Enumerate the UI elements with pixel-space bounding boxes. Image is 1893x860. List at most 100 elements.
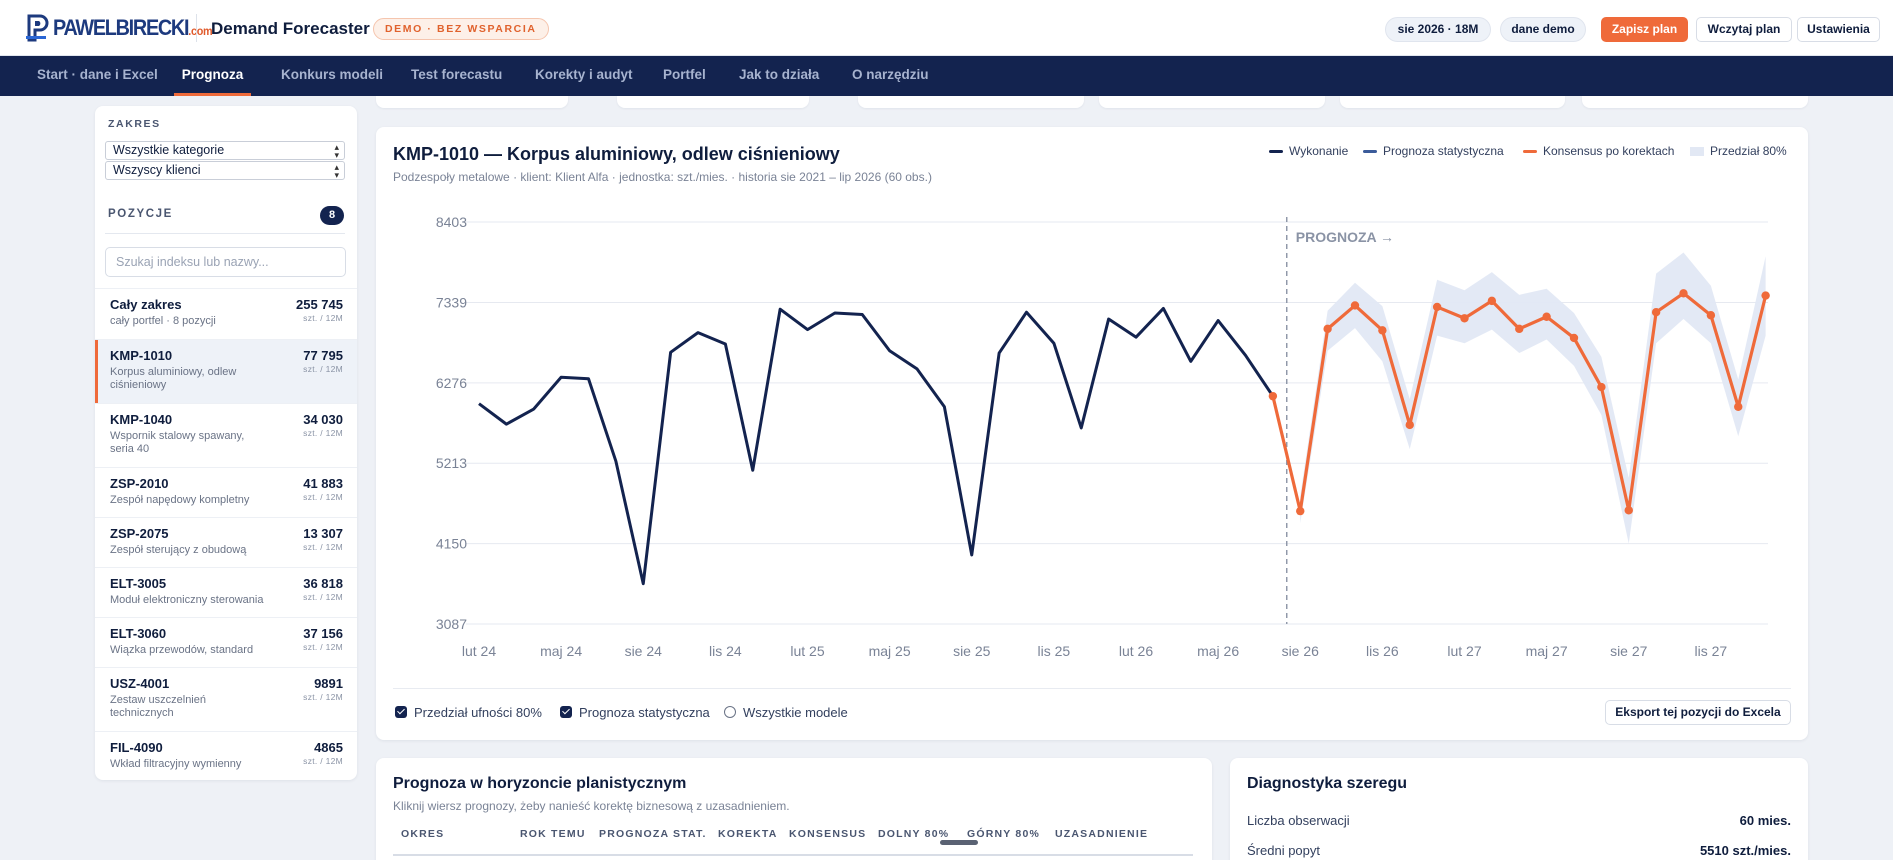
- list-item-kmp-1010[interactable]: KMP-1010 Korpus aluminiowy, odlew ciśnie…: [95, 339, 357, 403]
- legend-swatch: [1269, 149, 1283, 153]
- consensus-point: [1432, 302, 1442, 312]
- column-header-okres[interactable]: OKRES: [401, 828, 445, 840]
- kpi-card: [376, 96, 568, 108]
- horizon-table-card: Prognoza w horyzoncie planistycznym Klik…: [376, 758, 1212, 860]
- item-unit: szt. / 12M: [303, 756, 343, 766]
- tab-jak-to-dziala[interactable]: Jak to działa: [739, 67, 820, 82]
- data-source-pill[interactable]: dane demo: [1500, 17, 1586, 42]
- column-header-dolny[interactable]: DOLNY 80%: [878, 828, 950, 840]
- column-header-uzasadnienie[interactable]: UZASADNIENIE: [1055, 828, 1149, 840]
- consensus-point: [1378, 326, 1387, 335]
- item-name: Zestaw uszczelnień technicznych: [110, 694, 206, 719]
- toggle-stat-forecast[interactable]: Prognoza statystyczna: [560, 704, 710, 720]
- x-tick-label: lis 27: [1695, 643, 1728, 659]
- legend-stat-forecast: Prognoza statystyczna: [1363, 143, 1504, 159]
- x-tick-label: maj 24: [540, 643, 582, 659]
- brand-logo[interactable]: PAWELBIRECKI.com: [26, 14, 230, 42]
- consensus-point: [1460, 314, 1469, 323]
- legend-consensus: Konsensus po korektach: [1523, 143, 1674, 159]
- y-tick-label: 7339: [436, 294, 467, 310]
- column-header-korekta[interactable]: KOREKTA: [718, 828, 778, 840]
- item-code: ELT-3005: [110, 576, 167, 591]
- toggle-label: Wszystkie modele: [743, 704, 848, 720]
- column-header-konsensus[interactable]: KONSENSUS: [789, 828, 867, 840]
- x-tick-label: lis 26: [1366, 643, 1399, 659]
- list-item-caly-zakres[interactable]: Cały zakres cały portfel · 8 pozycji 255…: [95, 288, 357, 339]
- item-code: KMP-1040: [110, 412, 173, 427]
- diagnostic-value: 5510 szt./mies.: [1699, 843, 1791, 858]
- item-qty: 9891: [314, 676, 343, 691]
- item-unit: szt. / 12M: [303, 642, 343, 652]
- item-code: ZSP-2075: [110, 526, 169, 541]
- positions-label: POZYCJE: [108, 208, 173, 220]
- item-qty: 13 307: [303, 526, 343, 541]
- column-header-rok-temu[interactable]: ROK TEMU: [520, 828, 586, 840]
- consensus-point: [1487, 296, 1497, 306]
- series-points: [1268, 289, 1770, 516]
- tab-start[interactable]: Start · dane i Excel: [37, 67, 158, 82]
- load-plan-button[interactable]: Wczytaj plan: [1696, 17, 1792, 42]
- tab-konkurs-modeli[interactable]: Konkurs modeli: [281, 67, 384, 82]
- horizon-subtitle: Kliknij wiersz prognozy, żeby nanieść ko…: [393, 799, 790, 813]
- y-tick-label: 3087: [436, 616, 467, 632]
- tab-prognoza[interactable]: Prognoza: [174, 56, 251, 96]
- x-tick-label: sie 27: [1610, 643, 1648, 659]
- x-tick-label: lut 25: [790, 643, 824, 659]
- column-resize-handle[interactable]: [940, 840, 978, 845]
- sidebar: ZAKRES Wszystkie kategorie ▴ ▾ Wszyscy kl…: [95, 106, 357, 780]
- consensus-point: [1706, 311, 1716, 320]
- checkbox-unchecked-icon: [724, 706, 736, 718]
- kpi-card: [1582, 96, 1808, 108]
- consensus-point: [1323, 324, 1332, 334]
- toggle-all-models[interactable]: Wszystkie modele: [724, 704, 848, 720]
- legend-label: Wykonanie: [1289, 144, 1349, 158]
- list-item-elt-3005[interactable]: ELT-3005 Moduł elektroniczny sterowania …: [95, 567, 357, 617]
- list-item-zsp-2075[interactable]: ZSP-2075 Zespół sterujący z obudową 13 3…: [95, 517, 357, 567]
- export-excel-button[interactable]: Eksport tej pozycji do Excela: [1605, 700, 1791, 725]
- app-title: Demand Forecaster: [211, 19, 370, 38]
- item-code: ELT-3060: [110, 626, 167, 641]
- column-header-gorny[interactable]: GÓRNY 80%: [967, 828, 1041, 840]
- tab-portfel[interactable]: Portfel: [663, 67, 706, 82]
- forecast-line-chart[interactable]: 3087 4150 5213 6276 7339 8403 lut 24 maj 24 sie…: [376, 197, 1808, 667]
- list-item-kmp-1040[interactable]: KMP-1040 Wspornik stalowy spawany, seria…: [95, 403, 357, 467]
- consensus-point: [1679, 289, 1688, 298]
- item-unit: szt. / 12M: [303, 592, 343, 602]
- y-tick-label: 5213: [436, 455, 467, 471]
- tab-korekty-audyt[interactable]: Korekty i audyt: [535, 67, 633, 82]
- top-bar: PAWELBIRECKI.com Demand Forecaster DEMO …: [0, 0, 1893, 56]
- consensus-point: [1597, 382, 1606, 392]
- position-list: Cały zakres cały portfel · 8 pozycji 255…: [95, 288, 357, 780]
- client-select[interactable]: Wszyscy klienci ▴ ▾: [105, 161, 345, 180]
- horizon-title: Prognoza w horyzoncie planistycznym: [393, 775, 687, 792]
- save-plan-button[interactable]: Zapisz plan: [1601, 17, 1688, 42]
- item-unit: szt. / 12M: [303, 692, 343, 702]
- item-code: KMP-1010: [110, 348, 173, 363]
- toggle-interval[interactable]: Przedział ufności 80%: [395, 704, 542, 720]
- x-tick-label: sie 26: [1282, 643, 1320, 659]
- list-item-fil-4090[interactable]: FIL-4090 Wkład filtracyjny wymienny 4865…: [95, 731, 357, 780]
- tab-o-narzedziu[interactable]: O narzędziu: [852, 67, 929, 82]
- horizon-pill[interactable]: sie 2026 · 18M: [1385, 17, 1491, 42]
- item-code: USZ-4001: [110, 676, 170, 691]
- item-code: Cały zakres: [110, 297, 182, 312]
- list-item-elt-3060[interactable]: ELT-3060 Wiązka przewodów, standard 37 1…: [95, 617, 357, 667]
- list-item-usz-4001[interactable]: USZ-4001 Zestaw uszczelnień technicznych…: [95, 667, 357, 731]
- column-header-prognoza[interactable]: PROGNOZA STAT.: [599, 828, 707, 840]
- item-code: ZSP-2010: [110, 476, 169, 491]
- category-select[interactable]: Wszystkie kategorie ▴ ▾: [105, 141, 345, 160]
- list-item-zsp-2010[interactable]: ZSP-2010 Zespół napędowy kompletny 41 88…: [95, 467, 357, 517]
- position-search-input[interactable]: Szukaj indeksu lub nazwy...: [105, 247, 346, 277]
- tab-test-forecastu[interactable]: Test forecastu: [411, 67, 503, 82]
- legend-swatch: [1690, 146, 1704, 156]
- item-qty: 34 030: [303, 412, 343, 427]
- x-tick-label: lis 25: [1038, 643, 1071, 659]
- logo-mark-icon: [26, 14, 49, 42]
- checkbox-checked-icon: [395, 706, 407, 718]
- toggle-label: Przedział ufności 80%: [414, 704, 542, 720]
- consensus-point: [1761, 291, 1770, 300]
- kpi-card: [858, 96, 1084, 108]
- item-unit: szt. / 12M: [303, 492, 343, 502]
- diagnostics-title: Diagnostyka szeregu: [1247, 775, 1408, 792]
- settings-button[interactable]: Ustawienia: [1797, 17, 1880, 42]
